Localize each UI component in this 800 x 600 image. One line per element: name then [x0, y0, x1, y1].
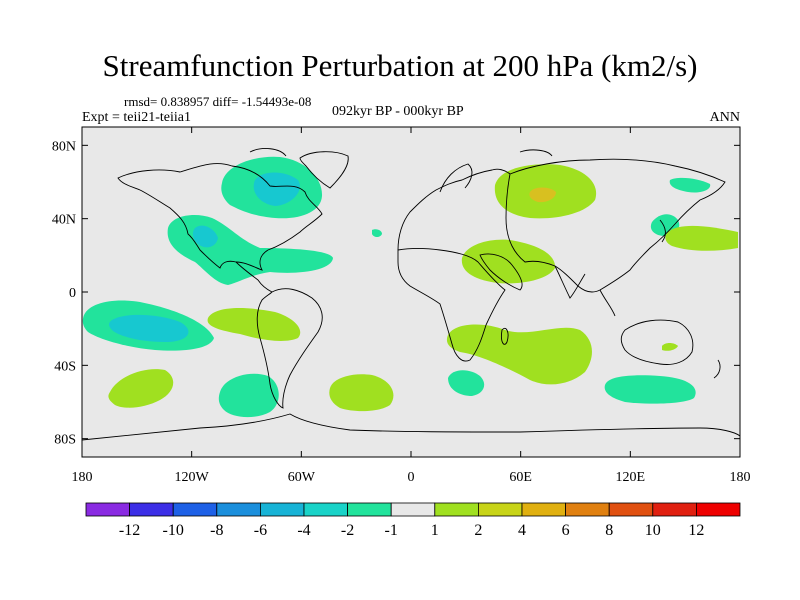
- colorbar-label: -6: [254, 522, 267, 539]
- colorbar-label: 12: [688, 522, 704, 539]
- anomaly-region-northwest-pacific: [665, 225, 738, 251]
- anomaly-region-south-indian-ocean: [448, 370, 485, 396]
- colorbar-label: -10: [163, 522, 184, 539]
- plot-title: Streamfunction Perturbation at 200 hPa (…: [102, 48, 698, 83]
- experiment-label: Expt = teii21-teiia1: [82, 110, 191, 125]
- coastline-antarctica: [82, 413, 740, 441]
- anomaly-region-southern-ocean: [604, 375, 696, 404]
- y-tick-label: 80N: [52, 139, 76, 154]
- x-tick-label: 120W: [175, 470, 210, 485]
- colorbar-label: 1: [431, 522, 439, 539]
- colorbar-swatch: [129, 502, 174, 517]
- coastline-scandinavia: [439, 163, 473, 193]
- colorbar-label: -12: [119, 522, 140, 539]
- x-tick-label: 60E: [509, 470, 532, 485]
- colorbar-swatch: [259, 502, 305, 517]
- colorbar-swatch: [303, 502, 348, 517]
- colorbar-label: 2: [474, 522, 482, 539]
- colorbar-swatch: [477, 502, 523, 517]
- colorbar-label: 10: [645, 522, 661, 539]
- colorbar-label: -4: [297, 522, 310, 539]
- coastline-australia: [620, 319, 694, 365]
- colorbar-swatch: [434, 502, 479, 517]
- anomaly-region-australia-small: [662, 343, 678, 351]
- colorbar-swatch: [521, 502, 566, 517]
- y-tick-label: 80S: [54, 433, 76, 448]
- coastline-greenland: [299, 151, 349, 189]
- anomaly-region-small-atlantic: [372, 229, 382, 237]
- period-label: 092kyr BP - 000kyr BP: [332, 104, 464, 119]
- anomaly-core-south-east-pacific: [109, 314, 189, 342]
- y-axis: 80N 40N 0 40S 80S: [52, 139, 740, 448]
- colorbar-label: -1: [385, 522, 398, 539]
- anomaly-region-south-atlantic: [329, 374, 394, 412]
- colorbar-swatch: [85, 502, 130, 517]
- anomaly-core-western-us: [192, 225, 218, 248]
- x-tick-label: 120E: [616, 470, 646, 485]
- coastline-north-america: [117, 163, 323, 271]
- coastline-japan: [659, 219, 666, 243]
- coastline-indochina: [599, 289, 616, 317]
- colorbar-swatch: [565, 502, 610, 517]
- anomaly-region-south-indian-ocean-east: [446, 324, 592, 385]
- x-axis: 180 120W 60W 0 60E 120E 180: [72, 127, 751, 485]
- colorbar: -12 -10 -8 -6 -4 -2 -1 1 2 4 6 8 10 12: [85, 502, 741, 539]
- anomaly-region-northeast-asia: [669, 177, 711, 193]
- colorbar-label: -2: [341, 522, 354, 539]
- coastlines: [82, 148, 740, 441]
- anomaly-region-south-pacific-west: [108, 369, 174, 408]
- colorbar-swatch: [608, 502, 654, 517]
- stats-label: rmsd= 0.838957 diff= -1.54493e-08: [124, 94, 312, 109]
- colorbar-swatch: [696, 502, 741, 517]
- coastline-new-zealand: [713, 359, 721, 379]
- colorbar-swatch: [347, 502, 392, 517]
- coastline-south-america: [256, 288, 323, 409]
- coastline-asia: [505, 158, 726, 293]
- colorbar-label: 8: [605, 522, 613, 539]
- y-tick-label: 40S: [54, 359, 76, 374]
- anomaly-core-western-siberia: [529, 187, 556, 203]
- colorbar-swatch: [216, 502, 261, 517]
- colorbar-swatch: [652, 502, 697, 517]
- x-tick-label: 60W: [288, 470, 316, 485]
- x-tick-label: 180: [730, 470, 751, 485]
- coastline-central-america: [235, 261, 273, 293]
- coastline-india: [554, 265, 586, 299]
- x-tick-label: 0: [408, 470, 415, 485]
- coastline-europe: [397, 168, 511, 251]
- map-background: [82, 127, 740, 457]
- y-tick-label: 0: [69, 286, 76, 301]
- anomaly-region-south-pacific-east: [207, 308, 301, 341]
- colorbar-label: -8: [210, 522, 223, 539]
- colorbar-label: 6: [562, 522, 570, 539]
- anomaly-region-south-atlantic-west: [218, 373, 279, 418]
- y-tick-label: 40N: [52, 213, 76, 228]
- coastline-madagascar: [501, 327, 509, 345]
- coastline-arctic-islands: [249, 148, 553, 157]
- colorbar-label: 4: [518, 522, 526, 539]
- season-label: ANN: [709, 110, 740, 125]
- colorbar-swatch: [390, 502, 436, 517]
- x-tick-label: 180: [72, 470, 93, 485]
- coastline-arabia: [479, 253, 523, 291]
- colorbar-swatch: [172, 502, 218, 517]
- coastline-africa: [397, 248, 506, 362]
